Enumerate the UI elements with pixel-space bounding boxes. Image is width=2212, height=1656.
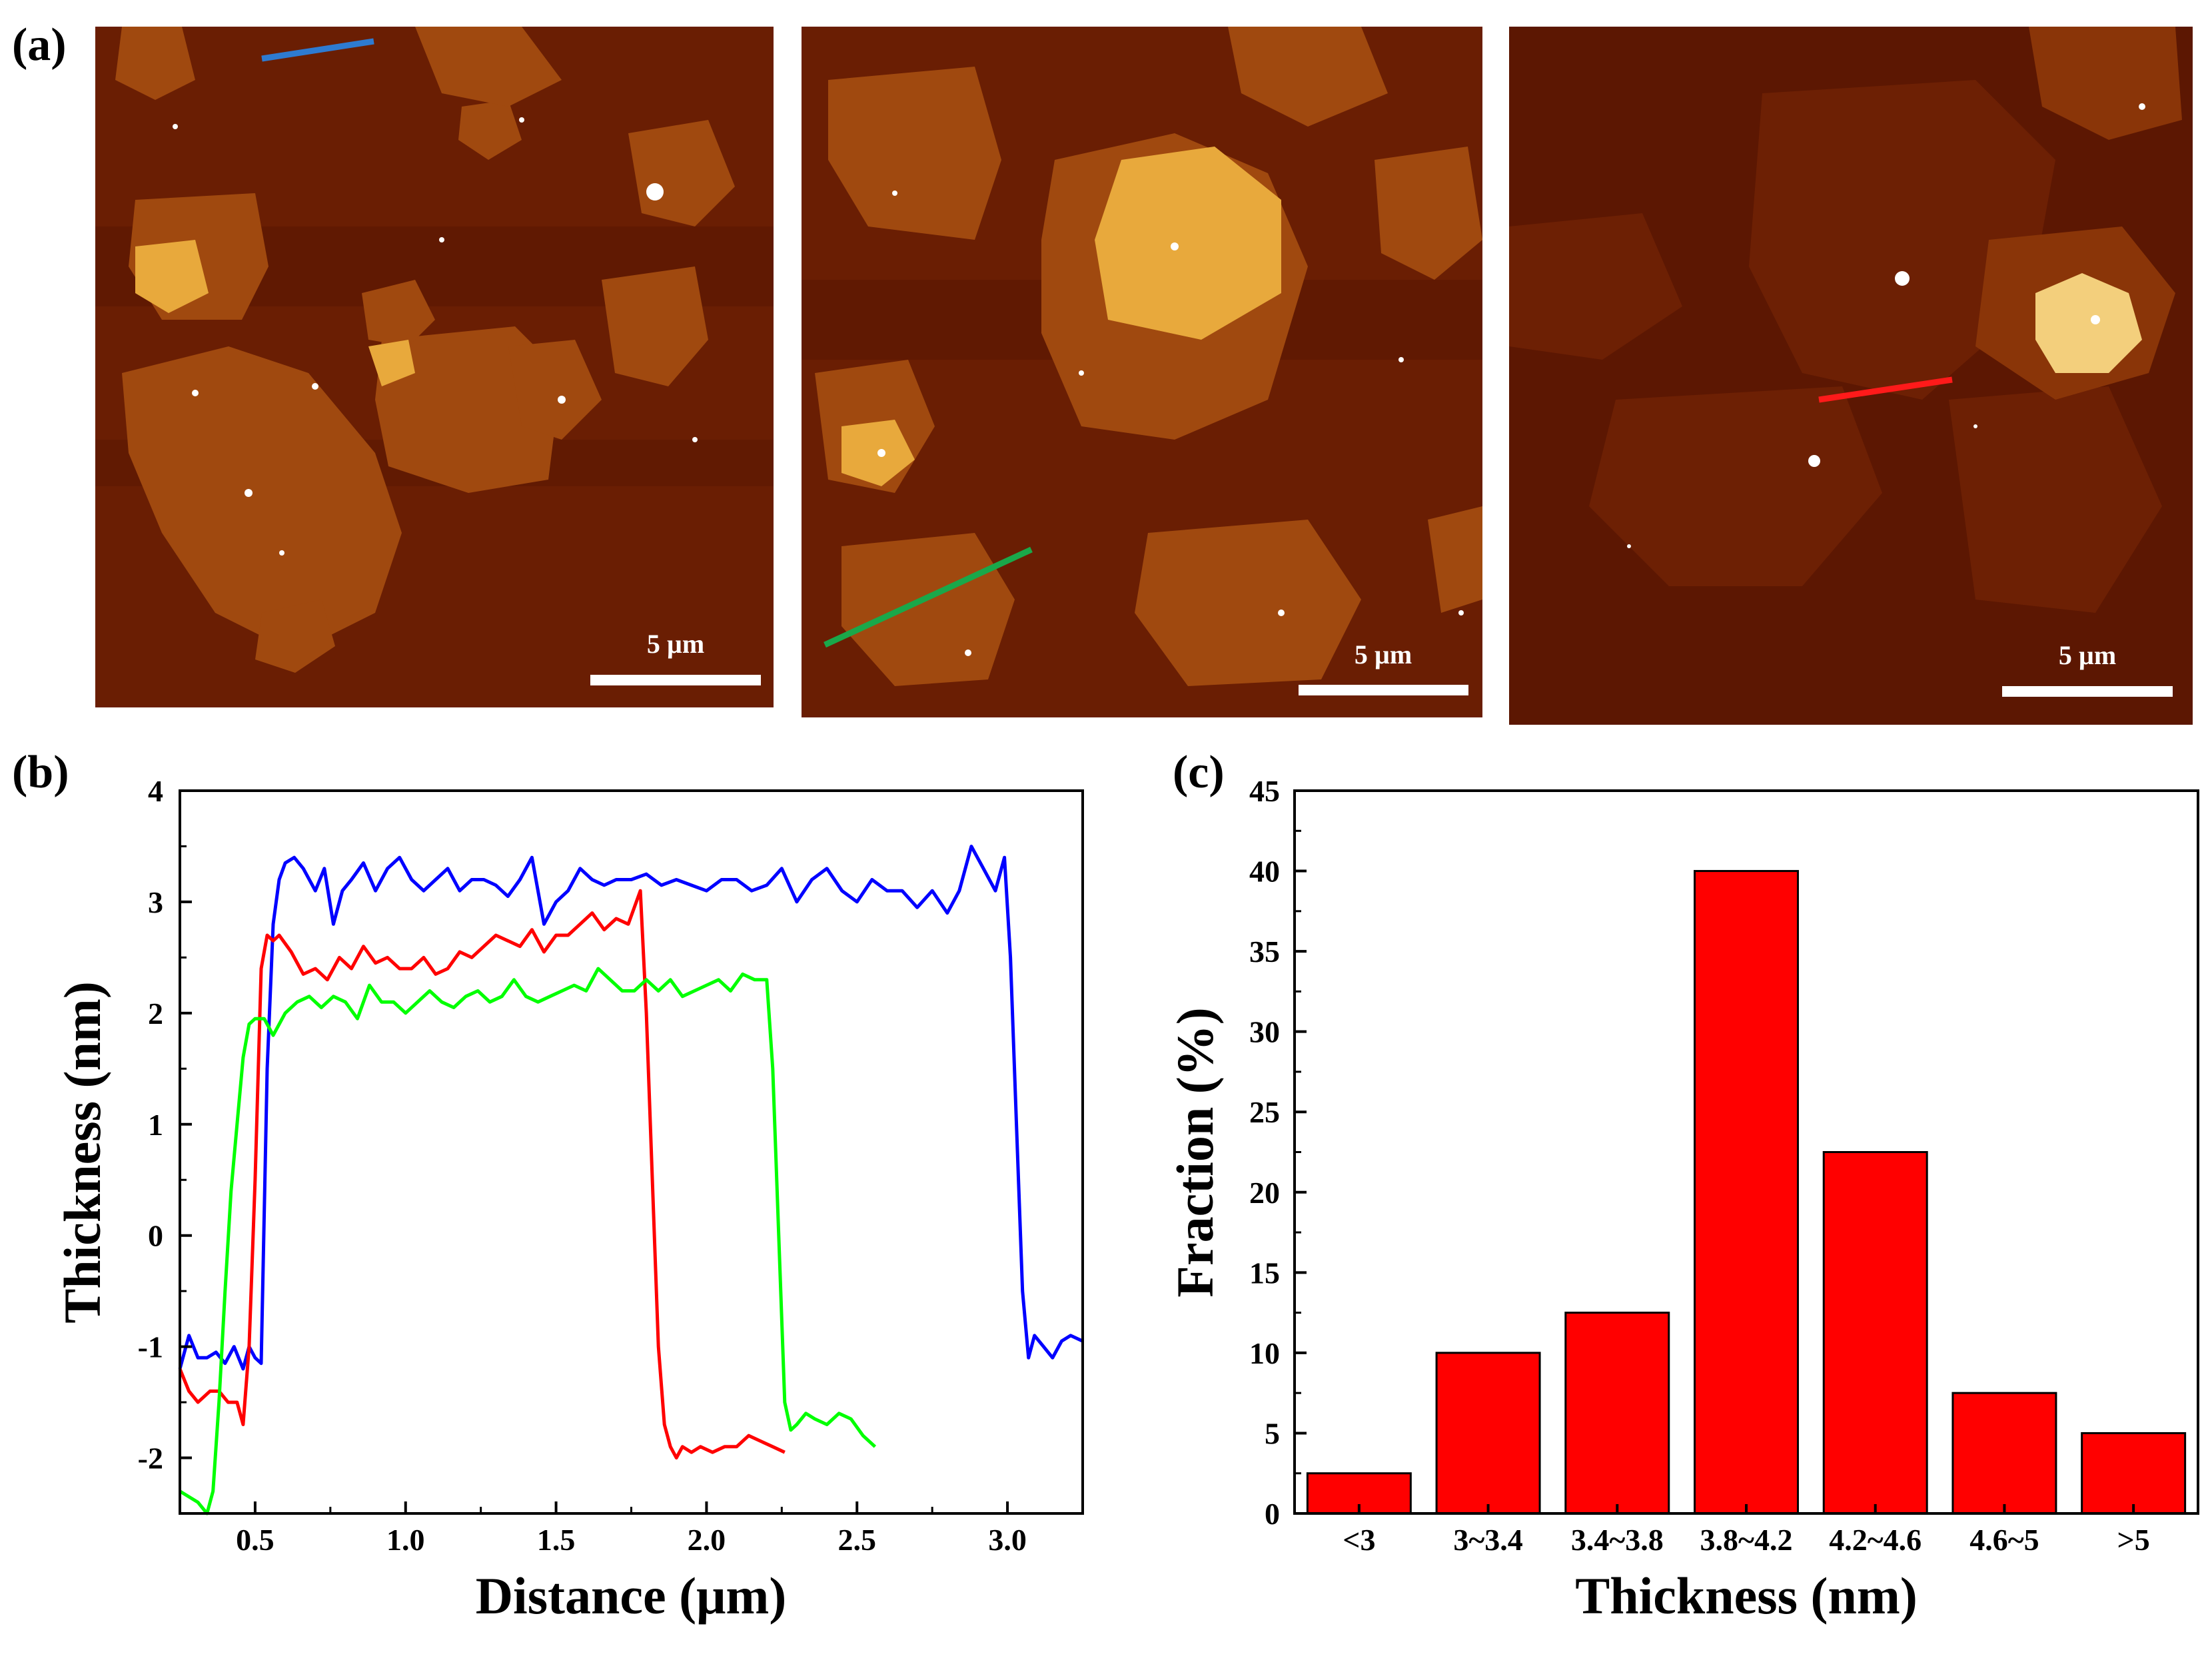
y-tick-label-c: 35: [1249, 935, 1280, 969]
x-tick-label-c: <3: [1343, 1523, 1375, 1557]
y-tick-label-c: 20: [1249, 1176, 1280, 1210]
panel-label-b: (b): [12, 747, 69, 798]
y-tick-label-c: 15: [1249, 1256, 1280, 1290]
x-tick-label-b: 1.0: [386, 1523, 425, 1557]
x-tick-label-c: 3~3.4: [1453, 1523, 1522, 1557]
y-tick-label-c: 30: [1249, 1015, 1280, 1049]
afm-profile-line-green: [824, 546, 1033, 648]
scale-bar-1: [590, 675, 761, 685]
y-axis-title-b: Thickness (nm): [53, 981, 111, 1324]
y-tick-label-c: 10: [1249, 1336, 1280, 1370]
bar-2: [1564, 1312, 1670, 1515]
x-tick-label-c: 4.6~5: [1969, 1523, 2039, 1557]
x-tick-label-b: 0.5: [236, 1523, 275, 1557]
y-tick-label-b: 3: [148, 885, 163, 919]
profile-line-green: [179, 967, 877, 1515]
y-tick-label-b: 4: [148, 774, 163, 808]
scale-bar-3: [2002, 686, 2173, 697]
x-tick-label-b: 2.0: [688, 1523, 726, 1557]
scale-bar-label-2: 5 µm: [1355, 639, 1412, 669]
x-tick-label-b: 3.0: [988, 1523, 1027, 1557]
x-tick-label-b: 2.5: [838, 1523, 877, 1557]
y-tick-label-b: 0: [148, 1219, 163, 1253]
y-tick-label-c: 40: [1249, 855, 1280, 889]
y-tick-label-b: 2: [148, 997, 163, 1031]
x-tick-label-c: >5: [2117, 1523, 2150, 1557]
fraction-chart: <3 3~3.4 3.4~3.8 3.8~4.2 4.2~4.6 4.6~5 >5 0 5 10 1…: [1106, 746, 2212, 1653]
panel-label-c: (c): [1173, 747, 1225, 798]
y-tick-label-b: -2: [138, 1442, 163, 1475]
y-tick-label-b: 1: [148, 1108, 163, 1142]
y-tick-label-c: 5: [1265, 1416, 1280, 1450]
panel-label-a: (a): [12, 19, 67, 71]
scale-bar-label-3: 5 µm: [2059, 640, 2116, 670]
plot-frame-b: [179, 789, 1084, 1515]
afm-image-1: 5 µm: [95, 27, 774, 707]
afm-image-2: 5 µm: [802, 27, 1482, 717]
bar-1: [1435, 1352, 1541, 1515]
profile-chart: 0.5 1.0 1.5 2.0 2.5 3.0 -2 -1 0 1 2 3 4 Distance (μm…: [0, 746, 1106, 1653]
scale-bar-label-1: 5 µm: [647, 629, 704, 659]
x-tick-label-b: 1.5: [537, 1523, 576, 1557]
y-tick-label-b: -1: [138, 1330, 163, 1364]
x-tick-label-c: 4.2~4.6: [1829, 1523, 1922, 1557]
bar-4: [1822, 1151, 1928, 1515]
y-tick-label-c: 0: [1265, 1497, 1280, 1531]
afm-profile-line-blue: [261, 38, 374, 62]
scale-bar-2: [1299, 685, 1468, 695]
x-tick-label-c: 3.8~4.2: [1700, 1523, 1793, 1557]
afm-image-3: 5 µm: [1509, 27, 2193, 725]
bar-3: [1694, 870, 1799, 1515]
x-axis-title-b: Distance (μm): [476, 1567, 787, 1625]
x-tick-label-c: 3.4~3.8: [1571, 1523, 1664, 1557]
afm-profile-line-red: [1818, 376, 1953, 403]
profile-line-red: [178, 889, 786, 1459]
bar-5: [1951, 1392, 2057, 1515]
profile-line-blue: [178, 845, 1084, 1371]
y-tick-label-c: 25: [1249, 1095, 1280, 1129]
x-axis-title-c: Thickness (nm): [1575, 1567, 1918, 1625]
bar-6: [2081, 1432, 2187, 1515]
y-tick-label-c: 45: [1249, 774, 1280, 808]
y-axis-title-c: Fraction (%): [1166, 1007, 1224, 1297]
